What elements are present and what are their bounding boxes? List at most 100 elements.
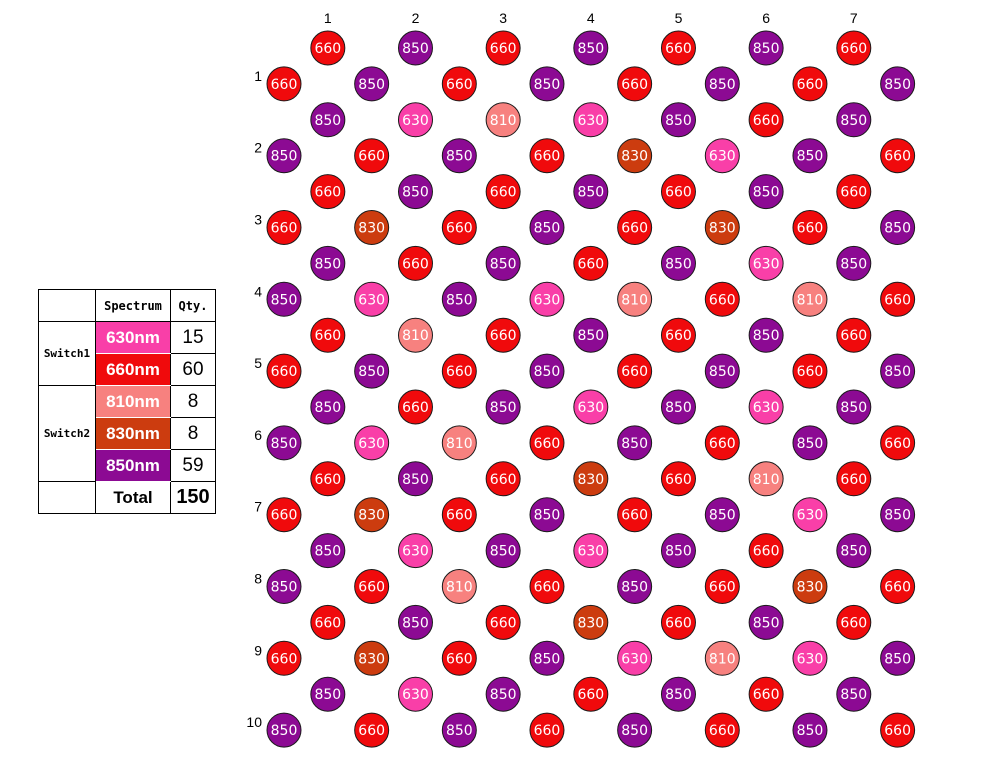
led-660: 660 (397, 245, 433, 281)
led-850: 850 (660, 389, 696, 425)
led-660: 660 (617, 353, 653, 389)
led-810: 810 (748, 461, 784, 497)
row-label: 7 (254, 499, 262, 515)
led-circle (266, 66, 302, 102)
led-label: 660 (884, 580, 911, 596)
led-label: 660 (665, 328, 692, 344)
led-circle (529, 497, 565, 533)
led-circle (266, 281, 302, 317)
led-circle (617, 353, 653, 389)
led-label: 660 (446, 508, 473, 524)
led-830: 830 (354, 640, 390, 676)
led-label: 830 (577, 472, 604, 488)
led-660: 660 (748, 533, 784, 569)
led-label: 660 (709, 436, 736, 452)
led-label: 850 (446, 292, 473, 308)
led-circle (792, 712, 828, 748)
led-circle (310, 676, 346, 712)
led-660: 660 (880, 281, 916, 317)
led-circle (617, 569, 653, 604)
led-circle (354, 640, 390, 676)
led-circle (836, 533, 872, 569)
legend-total-row: Total 150 (38, 481, 216, 514)
led-label: 660 (358, 149, 385, 165)
led-circle (617, 640, 653, 676)
led-850: 850 (748, 317, 784, 353)
led-circle (485, 30, 521, 66)
led-660: 660 (266, 640, 302, 676)
led-label: 850 (446, 149, 473, 165)
led-660: 660 (836, 317, 872, 353)
led-850: 850 (880, 640, 916, 676)
led-circle (310, 317, 346, 353)
led-label: 850 (402, 185, 429, 201)
led-label: 850 (709, 508, 736, 524)
led-850: 850 (573, 317, 609, 353)
led-circle (792, 281, 828, 317)
led-850: 850 (266, 712, 302, 748)
led-850: 850 (617, 425, 653, 461)
led-label: 850 (314, 544, 341, 560)
led-circle (836, 676, 872, 712)
led-label: 660 (621, 221, 648, 237)
led-850: 850 (748, 174, 784, 210)
led-660: 660 (704, 425, 740, 461)
led-label: 630 (753, 256, 780, 272)
led-circle (617, 712, 653, 748)
led-circle (573, 174, 609, 210)
row-label: 8 (254, 571, 262, 587)
led-850: 850 (485, 245, 521, 281)
led-circle (748, 533, 784, 569)
led-circle (748, 604, 784, 640)
led-label: 850 (753, 328, 780, 344)
led-circle (397, 317, 433, 353)
led-label: 850 (490, 544, 517, 560)
led-label: 660 (534, 149, 561, 165)
led-circle (441, 640, 477, 676)
row-label: 10 (246, 714, 262, 730)
led-label: 850 (402, 615, 429, 631)
spectrum-legend-table: Spectrum Qty. Switch1 630nm 15 660nm 60 … (38, 289, 216, 514)
led-630: 630 (397, 533, 433, 569)
led-circle (617, 497, 653, 533)
legend-total-value: 150 (170, 481, 216, 514)
led-circle (573, 30, 609, 66)
led-label: 660 (709, 580, 736, 596)
led-660: 660 (310, 461, 346, 497)
led-label: 850 (840, 400, 867, 416)
led-660: 660 (792, 210, 828, 245)
led-label: 630 (621, 651, 648, 667)
led-810: 810 (704, 640, 740, 676)
led-660: 660 (704, 569, 740, 604)
led-label: 630 (797, 508, 824, 524)
led-circle (880, 497, 916, 533)
led-660: 660 (266, 66, 302, 102)
led-label: 810 (621, 292, 648, 308)
led-label: 850 (884, 77, 911, 93)
led-circle (660, 317, 696, 353)
led-label: 850 (271, 292, 298, 308)
legend-total-blank-cell (38, 481, 96, 514)
led-label: 660 (314, 472, 341, 488)
legend-total-label: Total (95, 481, 171, 514)
led-660: 660 (660, 461, 696, 497)
led-810: 810 (485, 102, 521, 138)
led-660: 660 (266, 497, 302, 533)
led-label: 660 (314, 41, 341, 57)
led-850: 850 (836, 676, 872, 712)
led-850: 850 (660, 676, 696, 712)
led-label: 850 (709, 77, 736, 93)
led-circle (660, 174, 696, 210)
led-circle (266, 712, 302, 748)
led-850: 850 (792, 138, 828, 174)
led-circle (441, 353, 477, 389)
led-660: 660 (485, 30, 521, 66)
led-label: 660 (271, 77, 298, 93)
led-label: 660 (577, 256, 604, 272)
led-850: 850 (573, 30, 609, 66)
led-label: 660 (797, 77, 824, 93)
led-circle (354, 66, 390, 102)
led-660: 660 (880, 712, 916, 748)
led-label: 850 (314, 256, 341, 272)
led-label: 660 (314, 328, 341, 344)
